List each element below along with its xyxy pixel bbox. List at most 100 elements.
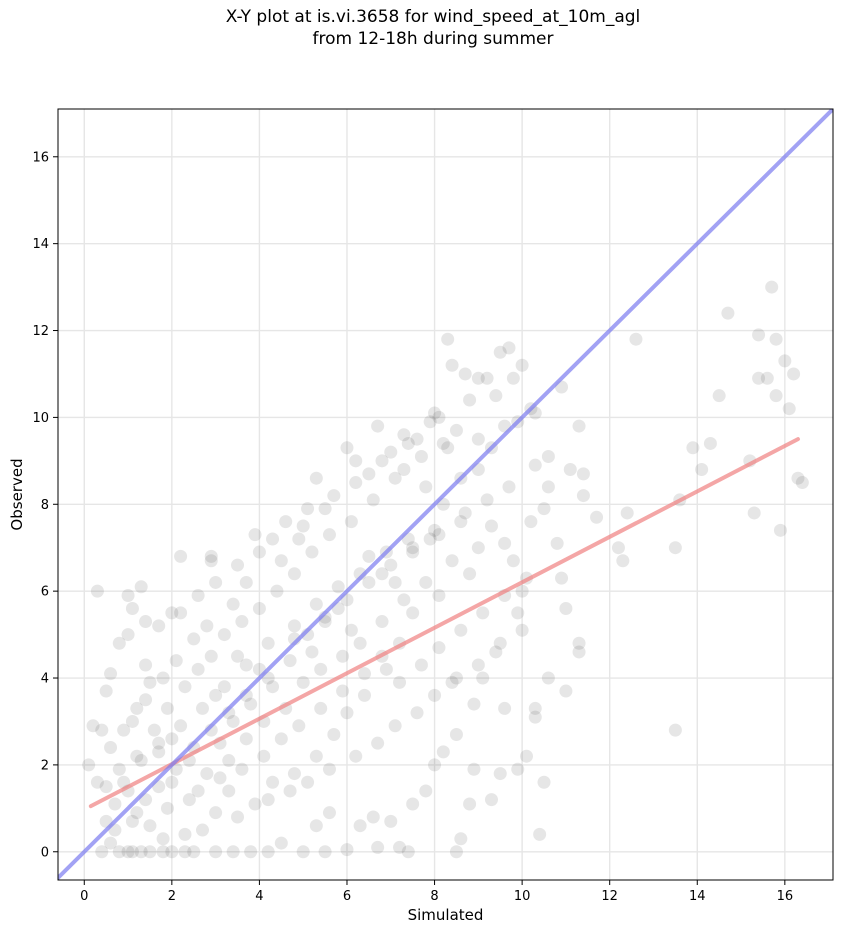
data-point [362,549,376,563]
chart-title-block: X-Y plot at is.vi.3658 for wind_speed_at… [0,6,843,50]
data-point [204,554,218,568]
data-point [305,545,319,559]
data-point [423,415,437,429]
data-point [541,480,555,494]
data-point [134,845,148,859]
data-point [449,845,463,859]
data-point [572,636,586,650]
data-point [480,493,494,507]
data-point [331,580,345,594]
data-point [441,441,455,455]
data-point [301,502,315,516]
data-point [217,680,231,694]
data-point [191,784,205,798]
data-point [629,332,643,346]
data-point [231,810,245,824]
x-tick-label: 8 [430,889,438,904]
data-point [204,649,218,663]
data-point [322,806,336,820]
data-point [174,606,188,620]
data-point [191,662,205,676]
data-point [441,332,455,346]
data-point [165,775,179,789]
data-point [90,584,104,598]
x-axis-label: Simulated [408,906,484,924]
data-point [668,723,682,737]
data-point [590,510,604,524]
x-tick-label: 2 [168,889,176,904]
data-point [287,619,301,633]
data-point [244,697,258,711]
data-point [515,584,529,598]
data-point [239,575,253,589]
data-point [471,658,485,672]
data-point [463,797,477,811]
data-point [209,688,223,702]
data-point [712,389,726,403]
data-point [375,567,389,581]
data-point [493,636,507,650]
data-point [721,306,735,320]
data-point [414,449,428,463]
data-point [134,754,148,768]
data-point [143,675,157,689]
data-point [191,588,205,602]
data-point [112,762,126,776]
x-tick-label: 6 [343,889,351,904]
data-point [760,371,774,385]
data-point [506,554,520,568]
data-point [528,458,542,472]
data-point [506,371,520,385]
data-point [511,762,525,776]
plot-frame [57,108,834,881]
data-point [362,575,376,589]
data-point [795,476,809,490]
data-point [156,845,170,859]
data-point [261,636,275,650]
data-point [322,528,336,542]
data-point [318,845,332,859]
data-point [125,814,139,828]
data-point [406,797,420,811]
data-point [393,675,407,689]
data-point [611,541,625,555]
data-point [493,345,507,359]
data-point [349,476,363,490]
data-point [239,658,253,672]
data-point [406,606,420,620]
data-point [397,593,411,607]
data-point [541,449,555,463]
data-point [445,554,459,568]
grid [58,109,833,880]
data-point [139,658,153,672]
data-point [357,688,371,702]
data-point [695,463,709,477]
axis-ticks: 0 2 4 6 8 10 12 14 16 0 2 4 6 8 10 12 14 16 [32,150,793,904]
data-point [393,840,407,854]
data-point [686,441,700,455]
data-point [357,667,371,681]
data-point [322,762,336,776]
data-point [397,428,411,442]
data-point [327,727,341,741]
data-point [178,680,192,694]
data-point [458,506,472,520]
data-point [572,419,586,433]
data-point [449,671,463,685]
data-point [401,436,415,450]
data-point [296,845,310,859]
data-point [436,745,450,759]
data-point [366,810,380,824]
data-point [550,536,564,550]
data-point [489,389,503,403]
data-point [274,554,288,568]
data-point [484,793,498,807]
data-point [375,615,389,629]
data-point [187,632,201,646]
data-point [406,541,420,555]
data-point [515,623,529,637]
data-point [498,536,512,550]
data-point [274,836,288,850]
data-point [248,797,262,811]
data-point [520,749,534,763]
